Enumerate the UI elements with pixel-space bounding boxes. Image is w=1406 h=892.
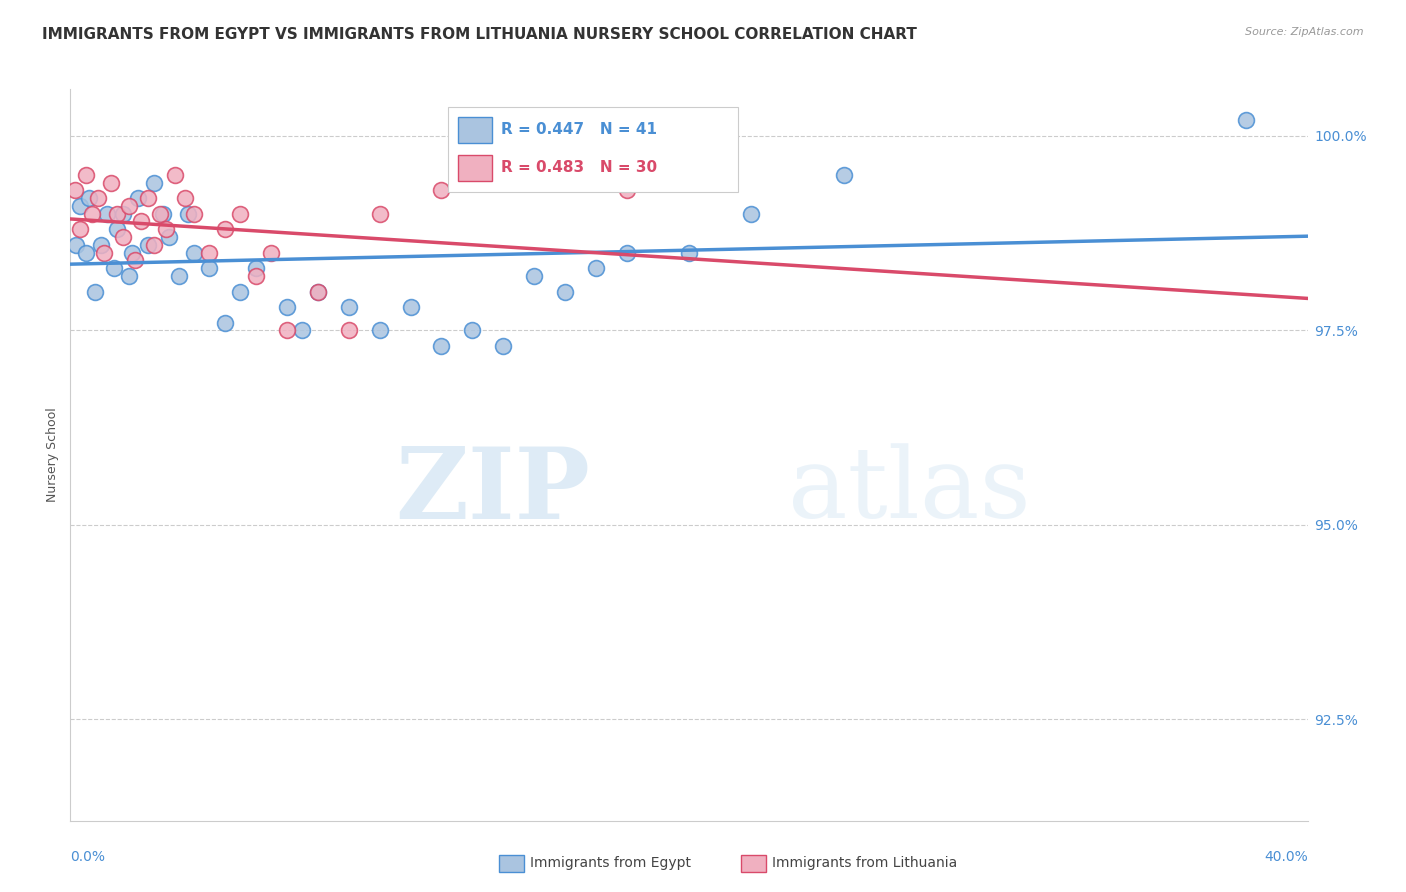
Point [554, 285, 576, 299]
Text: atlas: atlas [787, 443, 1031, 540]
Point [461, 323, 484, 337]
FancyBboxPatch shape [457, 117, 492, 143]
Point [165, 168, 187, 182]
Point [307, 285, 329, 299]
Point [65, 237, 87, 252]
Text: 40.0%: 40.0% [1264, 850, 1308, 863]
Text: IMMIGRANTS FROM EGYPT VS IMMIGRANTS FROM LITHUANIA NURSERY SCHOOL CORRELATION CH: IMMIGRANTS FROM EGYPT VS IMMIGRANTS FROM… [42, 27, 917, 42]
Point [183, 245, 205, 260]
Point [111, 230, 134, 244]
Point [177, 207, 200, 221]
Point [124, 253, 146, 268]
Point [337, 300, 360, 314]
Text: Source: ZipAtlas.com: Source: ZipAtlas.com [1246, 27, 1364, 37]
Point [307, 285, 329, 299]
Point [131, 214, 153, 228]
Point [136, 191, 159, 205]
Point [245, 261, 267, 276]
Point [87, 191, 110, 205]
Point [149, 207, 172, 221]
Point [105, 222, 128, 236]
Point [740, 207, 762, 221]
Point [678, 245, 700, 260]
Point [276, 300, 298, 314]
Point [245, 268, 267, 283]
Point [157, 230, 180, 244]
Point [167, 268, 190, 283]
Text: R = 0.447   N = 41: R = 0.447 N = 41 [501, 122, 657, 137]
Text: Immigrants from Lithuania: Immigrants from Lithuania [772, 856, 957, 871]
Point [69, 222, 91, 236]
Point [142, 176, 165, 190]
Point [155, 222, 177, 236]
Point [260, 245, 283, 260]
Point [832, 168, 855, 182]
Point [229, 207, 252, 221]
Point [198, 245, 221, 260]
Point [198, 261, 221, 276]
Point [105, 207, 128, 221]
Point [430, 339, 453, 353]
Point [585, 261, 607, 276]
Text: Immigrants from Egypt: Immigrants from Egypt [530, 856, 692, 871]
Point [103, 261, 125, 276]
Point [84, 285, 107, 299]
Point [118, 268, 141, 283]
Point [75, 245, 97, 260]
Point [142, 237, 165, 252]
Point [173, 191, 195, 205]
Point [1234, 113, 1257, 128]
Text: ZIP: ZIP [395, 443, 591, 540]
Point [368, 323, 391, 337]
Y-axis label: Nursery School: Nursery School [46, 408, 59, 502]
Point [214, 222, 236, 236]
Point [90, 237, 112, 252]
Point [291, 323, 314, 337]
Point [100, 176, 122, 190]
Point [492, 339, 515, 353]
Point [121, 245, 143, 260]
Point [75, 168, 97, 182]
Point [80, 207, 103, 221]
Text: R = 0.483   N = 30: R = 0.483 N = 30 [501, 160, 657, 175]
Point [430, 183, 453, 197]
Point [96, 207, 118, 221]
Point [77, 191, 100, 205]
Point [183, 207, 205, 221]
Point [118, 199, 141, 213]
Point [69, 199, 91, 213]
Point [111, 207, 134, 221]
FancyBboxPatch shape [447, 108, 738, 192]
FancyBboxPatch shape [457, 155, 492, 180]
Point [276, 323, 298, 337]
Point [399, 300, 422, 314]
Point [229, 285, 252, 299]
Point [337, 323, 360, 337]
Point [93, 245, 115, 260]
Point [214, 316, 236, 330]
Point [368, 207, 391, 221]
Point [127, 191, 149, 205]
Point [152, 207, 174, 221]
Point [136, 237, 159, 252]
Point [616, 183, 638, 197]
Point [523, 268, 546, 283]
Text: 0.0%: 0.0% [70, 850, 105, 863]
Point [616, 245, 638, 260]
Point [63, 183, 86, 197]
